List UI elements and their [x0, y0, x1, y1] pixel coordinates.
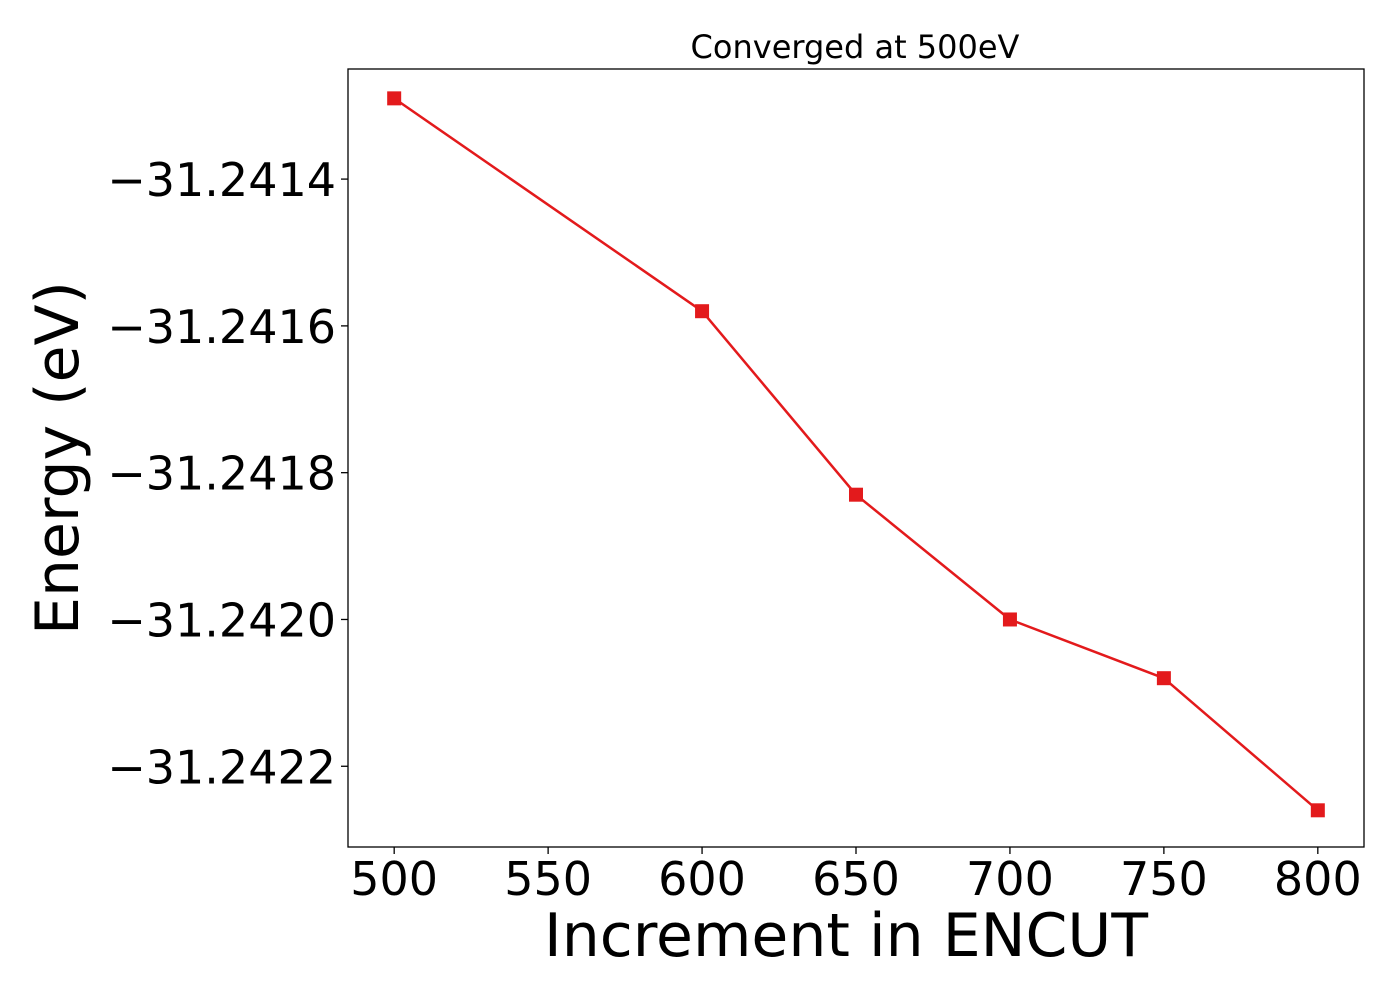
- x-tick-label: 700: [966, 852, 1054, 906]
- y-tick-label: −31.2416: [107, 300, 336, 354]
- y-tick-label: −31.2418: [107, 447, 336, 501]
- data-point-marker: [1002, 612, 1017, 627]
- plot-area: [387, 91, 1325, 818]
- data-point-marker: [695, 304, 710, 319]
- x-axis-label: Increment in ENCUT: [544, 901, 1148, 971]
- data-point-marker: [1156, 671, 1171, 686]
- data-point-marker: [1310, 803, 1325, 818]
- y-tick-label: −31.2422: [107, 740, 336, 794]
- x-tick-label: 750: [1120, 852, 1208, 906]
- y-axis: −31.2414 −31.2416 −31.2418 −31.2420 −31.2422: [107, 153, 348, 794]
- x-tick-label: 600: [658, 852, 746, 906]
- x-tick-label: 800: [1274, 852, 1362, 906]
- plot-frame: [347, 68, 1365, 848]
- data-point-marker: [849, 487, 863, 502]
- data-point-marker: [387, 91, 402, 106]
- x-axis: 500 550 600 650 700 750 800: [350, 847, 1362, 906]
- y-tick-label: −31.2420: [107, 593, 336, 647]
- x-tick-label: 550: [504, 852, 592, 906]
- y-tick-label: −31.2414: [107, 153, 336, 207]
- series-line: [393, 97, 1319, 812]
- x-tick-label: 650: [812, 852, 900, 906]
- y-axis-label: Energy (eV): [23, 281, 93, 635]
- x-tick-label: 500: [350, 852, 438, 906]
- chart-title: Converged at 500eV: [691, 28, 1020, 66]
